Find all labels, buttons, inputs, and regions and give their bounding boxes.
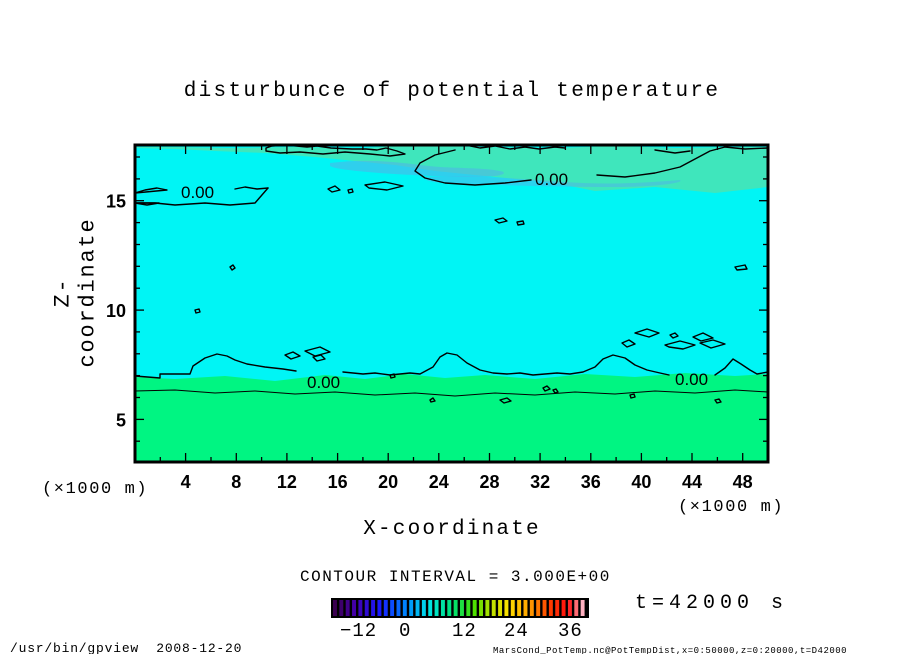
svg-text:16: 16 <box>328 472 348 492</box>
svg-text:48: 48 <box>733 472 753 492</box>
svg-text:20: 20 <box>378 472 398 492</box>
svg-text:24: 24 <box>429 472 449 492</box>
svg-text:40: 40 <box>631 472 651 492</box>
svg-text:4: 4 <box>181 472 191 492</box>
svg-text:44: 44 <box>682 472 702 492</box>
svg-text:36: 36 <box>581 472 601 492</box>
svg-text:10: 10 <box>106 301 126 321</box>
svg-text:32: 32 <box>530 472 550 492</box>
svg-text:15: 15 <box>106 192 126 212</box>
svg-text:12: 12 <box>277 472 297 492</box>
svg-text:5: 5 <box>116 410 126 430</box>
svg-text:28: 28 <box>479 472 499 492</box>
svg-text:8: 8 <box>231 472 241 492</box>
